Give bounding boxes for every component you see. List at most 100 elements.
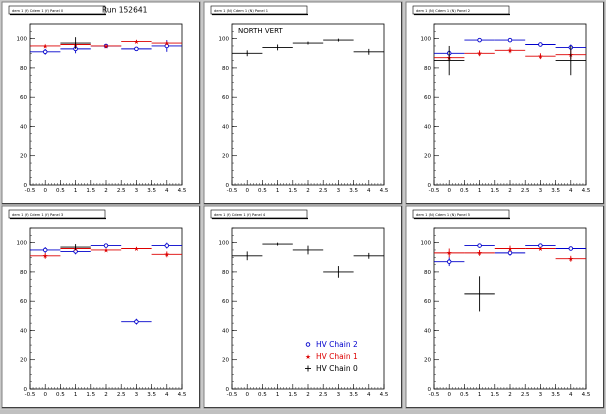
- y-tick-label: 0: [24, 387, 28, 393]
- data-point: ★: [103, 246, 109, 254]
- x-tick-label: 3.5: [147, 392, 156, 398]
- panel-pad: [1, 1, 201, 205]
- x-tick-label: 1: [478, 392, 482, 398]
- x-tick-label: -0.5: [429, 188, 440, 194]
- data-point: [337, 271, 339, 273]
- y-tick-label: 100: [421, 37, 432, 43]
- x-tick-label: 1.5: [288, 392, 297, 398]
- data-point: [42, 247, 48, 253]
- data-point: ★: [42, 42, 48, 50]
- data-point: [570, 59, 572, 62]
- data-point: ★: [507, 245, 513, 253]
- data-point: [307, 42, 309, 44]
- x-tick-label: -0.5: [25, 188, 36, 194]
- y-tick-label: 80: [20, 66, 27, 72]
- y-tick-label: 80: [424, 270, 431, 276]
- y-tick-label: 40: [424, 328, 431, 334]
- data-point: [479, 293, 481, 295]
- data-point: [277, 46, 279, 49]
- data-point: [368, 51, 370, 53]
- x-tick-label: 1.5: [86, 392, 95, 398]
- y-tick-label: 20: [222, 358, 229, 364]
- y-tick-label: 60: [222, 95, 229, 101]
- y-tick-label: 60: [20, 299, 27, 305]
- chart-panel-4: dem 1 (f) Cdem 1 (f) Panel 3-0.5 0 0.5 1 1.5…: [1, 205, 201, 409]
- panel-title: dem 1 (N) Cdem 1 (N) Panel 2: [416, 9, 470, 13]
- x-tick-label: 0: [245, 392, 249, 398]
- y-tick-label: 60: [20, 95, 27, 101]
- y-tick-label: 100: [219, 37, 230, 43]
- data-point: [448, 59, 450, 62]
- y-tick-label: 100: [17, 241, 28, 247]
- data-point: ★: [568, 255, 574, 263]
- panel-pad: [405, 205, 605, 409]
- data-point: [337, 39, 339, 41]
- chart-panel-6: dem 1 (N) Cdem 1 (N) Panel 5-0.5 0 0.5 1 1.5…: [405, 205, 605, 409]
- panel-pad: [405, 1, 605, 205]
- data-point: [164, 243, 170, 248]
- data-point: [538, 42, 543, 47]
- y-tick-label: 0: [428, 387, 432, 393]
- data-point: [75, 246, 77, 248]
- data-point: [477, 37, 482, 43]
- y-tick-label: 40: [424, 124, 431, 130]
- data-point: ★: [537, 53, 543, 61]
- x-tick-label: 3.5: [551, 188, 560, 194]
- x-tick-label: 1: [74, 188, 78, 194]
- panel-title: dem 1 (f) Cdem 1 (f) Panel 0: [12, 9, 64, 13]
- panel-pad: [1, 205, 201, 409]
- data-point: ★: [103, 42, 109, 50]
- y-tick-label: 100: [421, 241, 432, 247]
- y-tick-label: 80: [222, 66, 229, 72]
- panel-title: dem 1 (f) Cdem 1 (f) Panel 4: [214, 213, 266, 217]
- x-tick-label: 1.5: [490, 392, 499, 398]
- x-tick-label: 4.5: [380, 392, 389, 398]
- data-point: ★: [133, 245, 139, 253]
- data-point: [446, 259, 452, 264]
- x-tick-label: 4: [367, 188, 371, 194]
- x-tick-label: 3: [135, 188, 139, 194]
- data-point: [75, 42, 77, 44]
- y-tick-label: 20: [20, 358, 27, 364]
- x-tick-label: 2: [306, 392, 310, 398]
- legend-label: HV Chain 2: [316, 340, 358, 349]
- x-tick-label: 4.5: [178, 392, 187, 398]
- data-point: [246, 52, 248, 54]
- panel-title: dem 1 (N) Cdem 1 (N) Panel 1: [214, 9, 268, 13]
- y-tick-label: 20: [20, 154, 27, 160]
- y-tick-label: 80: [424, 66, 431, 72]
- y-tick-label: 40: [222, 328, 229, 334]
- x-tick-label: 1: [478, 188, 482, 194]
- y-tick-label: 100: [17, 37, 28, 43]
- y-tick-label: 40: [20, 124, 27, 130]
- y-tick-label: 0: [226, 387, 230, 393]
- x-tick-label: 3.5: [349, 392, 358, 398]
- x-tick-label: -0.5: [227, 392, 238, 398]
- x-tick-label: 4: [569, 392, 573, 398]
- x-tick-label: 4: [367, 392, 371, 398]
- y-tick-label: 60: [424, 95, 431, 101]
- x-tick-label: 2.5: [319, 188, 328, 194]
- panel-annotation: NORTH VERT: [238, 27, 283, 35]
- x-tick-label: 2.5: [117, 188, 126, 194]
- x-tick-label: 1: [276, 188, 280, 194]
- x-tick-label: -0.5: [429, 392, 440, 398]
- x-tick-label: 1.5: [86, 188, 95, 194]
- x-tick-label: 1: [74, 392, 78, 398]
- y-tick-label: 0: [428, 183, 432, 189]
- y-tick-label: 40: [20, 328, 27, 334]
- x-tick-label: 0.5: [56, 392, 65, 398]
- x-tick-label: 0: [245, 188, 249, 194]
- panel-title: dem 1 (N) Cdem 1 (N) Panel 5: [416, 213, 470, 217]
- y-tick-label: 80: [222, 270, 229, 276]
- x-tick-label: 2: [508, 392, 512, 398]
- x-tick-label: 3: [539, 188, 543, 194]
- x-tick-label: 3.5: [551, 392, 560, 398]
- data-point: [246, 255, 248, 257]
- data-point: [277, 243, 279, 245]
- y-tick-label: 40: [222, 124, 229, 130]
- x-tick-label: 3.5: [147, 188, 156, 194]
- y-tick-label: 20: [222, 154, 229, 160]
